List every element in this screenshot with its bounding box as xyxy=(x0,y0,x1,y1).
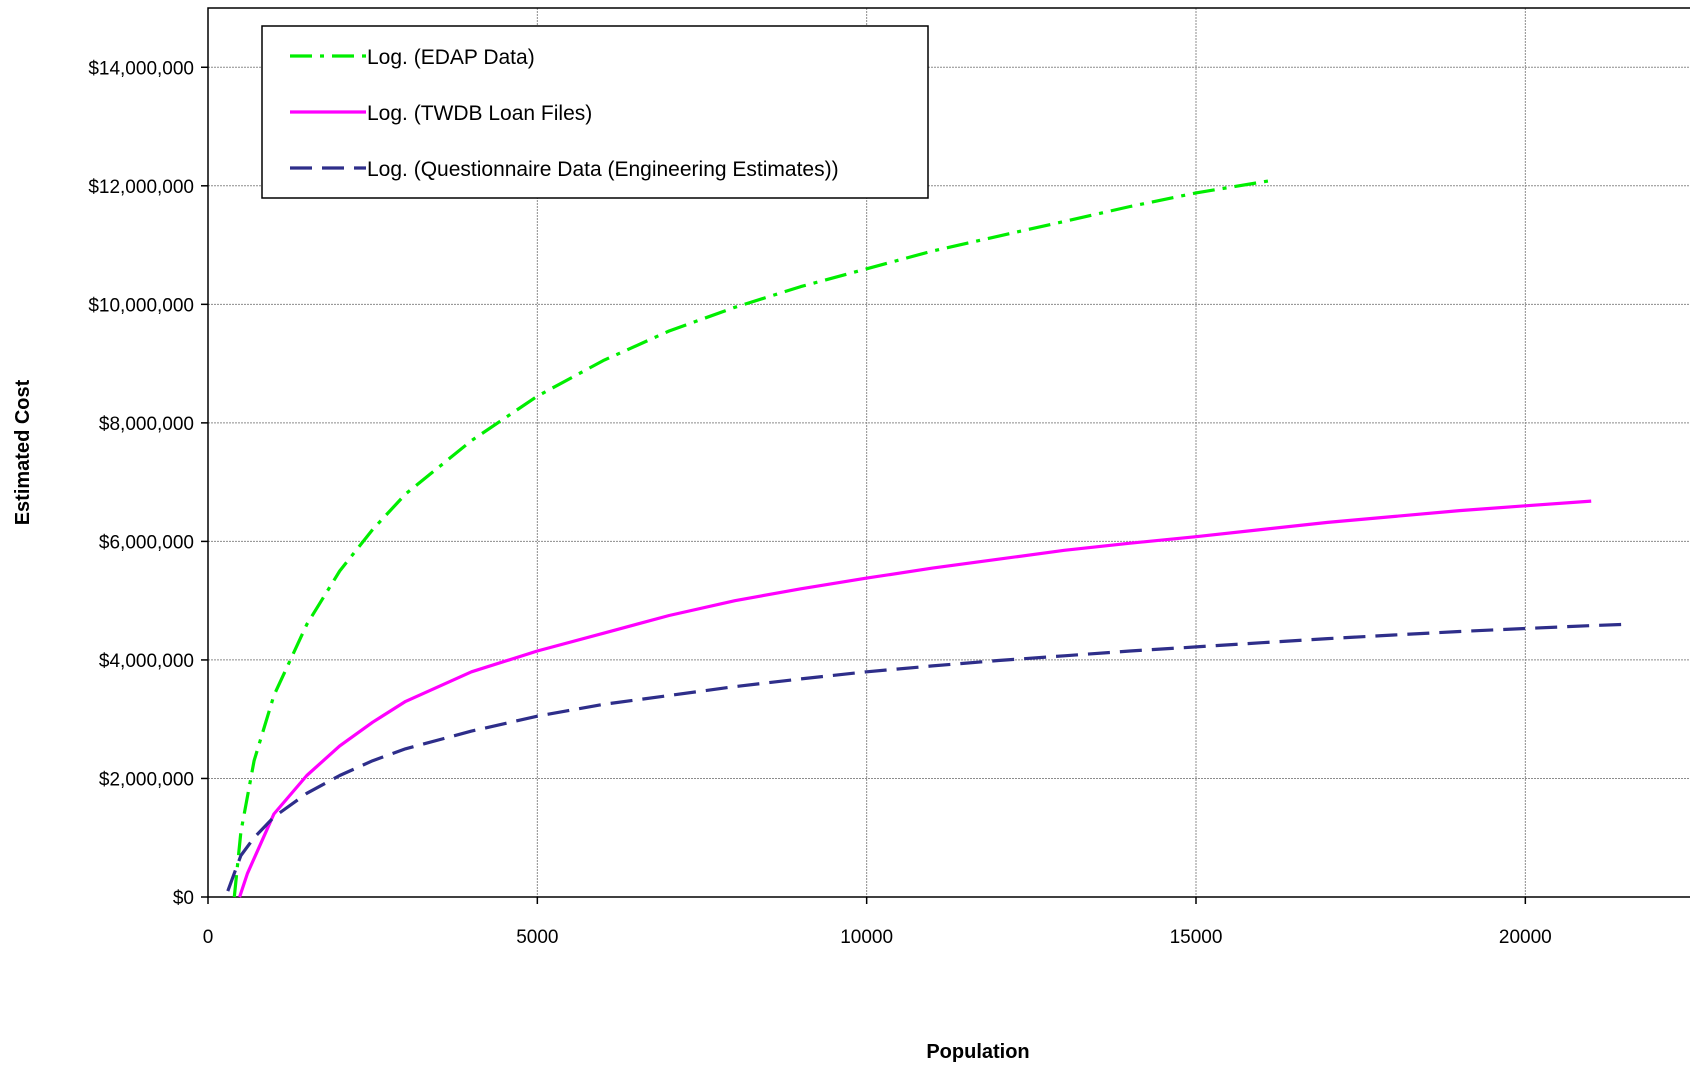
x-tick-label: 5000 xyxy=(516,927,558,948)
y-axis-title: Estimated Cost xyxy=(12,379,34,525)
x-tick-label: 20000 xyxy=(1499,927,1552,948)
y-tick-label: $8,000,000 xyxy=(99,414,194,435)
y-tick-label: $12,000,000 xyxy=(88,177,194,198)
x-tick-label: 15000 xyxy=(1170,927,1223,948)
y-tick-label: $4,000,000 xyxy=(99,651,194,672)
series-layer xyxy=(226,178,1625,898)
legend-label-1: Log. (EDAP Data) xyxy=(367,46,535,69)
y-tick-label: $10,000,000 xyxy=(88,295,194,316)
plot-area xyxy=(207,7,1690,898)
series-line-2 xyxy=(238,499,1592,898)
legend-label-2: Log. (TWDB Loan Files) xyxy=(367,102,592,125)
y-axis-ticks: $0 $2,000,000 $4,000,000 $6,000,000 $8,000,0… xyxy=(88,58,208,909)
series-line-1 xyxy=(232,178,1276,898)
legend-box xyxy=(261,25,929,199)
legend: Log. (EDAP Data) Log. (TWDB Loan Files) Lo… xyxy=(261,25,929,199)
x-tick-label: 10000 xyxy=(840,927,893,948)
x-tick-label: 0 xyxy=(203,927,214,948)
y-tick-label: $6,000,000 xyxy=(99,532,194,553)
x-axis-ticks: 0 5000 10000 15000 20000 xyxy=(203,897,1552,948)
y-tick-label: $0 xyxy=(173,888,194,909)
y-tick-label: $14,000,000 xyxy=(88,58,194,79)
series-line-3 xyxy=(226,622,1625,892)
legend-label-3: Log. (Questionnaire Data (Engineering Es… xyxy=(367,158,839,181)
x-axis-title: Population xyxy=(926,1041,1029,1063)
y-tick-label: $2,000,000 xyxy=(99,769,194,790)
